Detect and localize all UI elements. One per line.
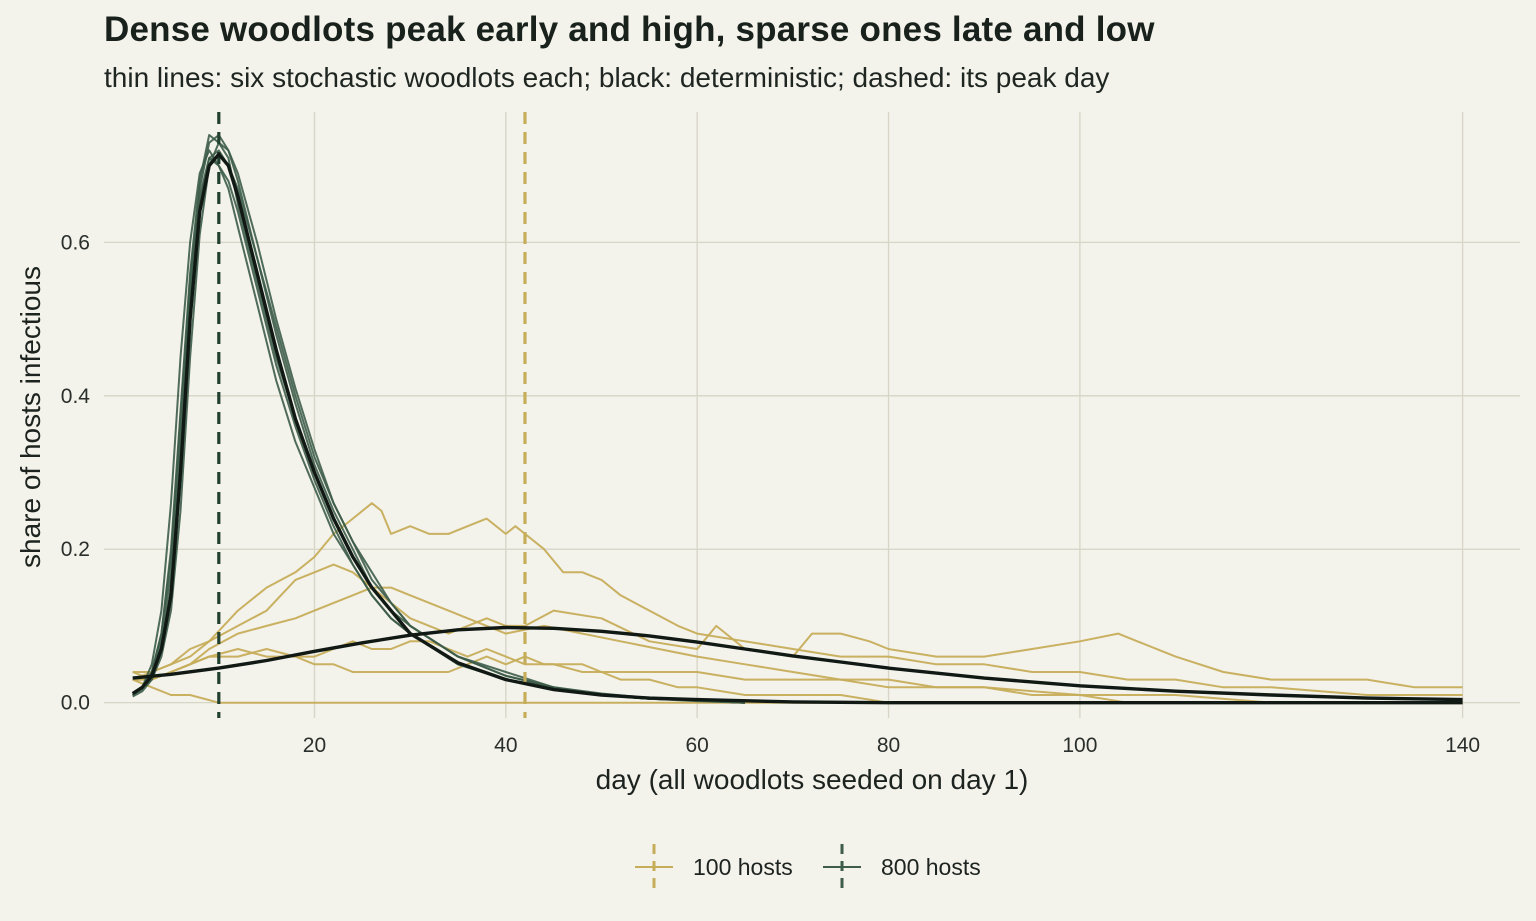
stochastic-line-800-hosts	[132, 134, 746, 704]
x-tick-label: 80	[877, 734, 900, 757]
stochastic-line-100-hosts	[132, 586, 1463, 704]
stochastic-line-100-hosts	[132, 678, 1463, 704]
y-tick-label: 0.4	[61, 385, 91, 408]
legend-label: 100 hosts	[693, 854, 793, 880]
chart-title: Dense woodlots peak early and high, spar…	[104, 10, 1155, 49]
stochastic-line-100-hosts	[132, 648, 1128, 704]
axis-ticks: 20 40 60 80 100 140 0.0 0.2 0.4 0.6	[61, 231, 1480, 757]
chart-subtitle: thin lines: six stochastic woodlots each…	[104, 62, 1110, 93]
x-tick-label: 40	[494, 734, 517, 757]
series-group-100-hosts	[132, 502, 1463, 704]
legend-label: 800 hosts	[881, 854, 981, 880]
peak-day-lines	[217, 112, 527, 718]
deterministic-line-800-hosts	[131, 152, 1463, 705]
stochastic-line-800-hosts	[132, 141, 746, 704]
deterministic-line-100-hosts	[132, 625, 1463, 702]
stochastic-line-800-hosts	[132, 149, 746, 704]
x-axis-title: day (all woodlots seeded on day 1)	[596, 764, 1029, 795]
deterministic-lines	[131, 152, 1463, 705]
stochastic-line-100-hosts	[132, 502, 1463, 696]
x-tick-label: 100	[1062, 734, 1097, 757]
stochastic-line-800-hosts	[132, 157, 746, 704]
stochastic-line-800-hosts	[132, 134, 746, 704]
stochastic-line-100-hosts	[132, 640, 889, 704]
x-tick-label: 60	[686, 734, 709, 757]
x-tick-label: 20	[303, 734, 326, 757]
y-tick-label: 0.0	[61, 692, 90, 715]
gridlines	[104, 112, 1520, 718]
legend: 100 hosts 800 hosts	[635, 844, 981, 890]
y-tick-label: 0.2	[61, 538, 90, 561]
x-tick-label: 140	[1445, 734, 1480, 757]
stochastic-line-100-hosts	[132, 563, 1463, 689]
stochastic-line-800-hosts	[132, 149, 746, 704]
y-tick-label: 0.6	[61, 231, 90, 254]
y-axis-title: share of hosts infectious	[15, 266, 46, 568]
series-group-800-hosts	[132, 134, 746, 704]
